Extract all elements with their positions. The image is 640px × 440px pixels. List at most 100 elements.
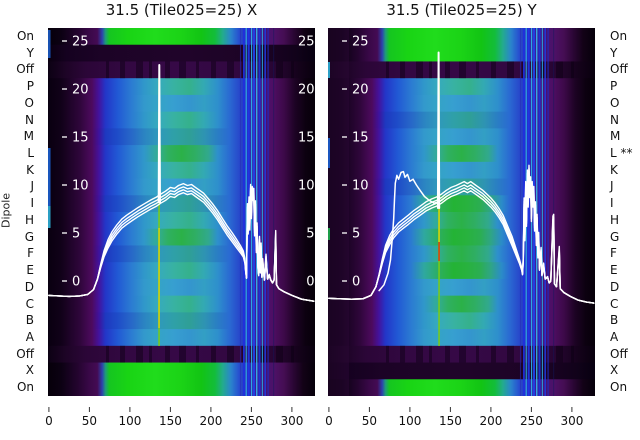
off-row-texture [211,345,216,363]
off-row-texture [539,61,544,79]
x-tick-label: 100 [398,414,421,428]
x-tick-label: 150 [439,414,462,428]
hot-channel-stripe [438,178,440,242]
heatmap-row [328,379,595,396]
heatmap-row [328,195,595,213]
dipole-label: Off [16,62,34,77]
inner-db-tick-label: 20 [72,83,89,98]
dipole-label: P [610,79,618,94]
dipole-label: N [610,112,619,127]
dipole-label: On [16,28,34,43]
heatmap-row [48,94,315,113]
heatmap-row [48,379,315,396]
heatmap-row [328,295,595,313]
heatmap-panel-x: 25 25 20 20 15 15 10 10 5 5 0 0 [48,28,315,396]
dipole-label: X [25,363,34,378]
x-tick-label: 300 [560,414,583,428]
off-row-texture [491,345,496,363]
off-row-texture [276,345,283,363]
edge-strip [48,148,51,206]
inner-db-tick-label-right: 0 [306,275,314,290]
inner-db-tick-label: 10 [72,179,89,194]
heatmap-row [328,161,595,180]
x-tick-label: 300 [280,414,303,428]
rfi-stripe [536,28,538,396]
dipole-label: K [610,162,618,177]
off-row-texture [507,345,514,363]
hot-channel-stripe [438,242,440,261]
spike-trace [436,51,441,209]
heatmap-panel-y: 25 20 15 10 5 0 [328,28,595,396]
inner-db-tick-label: 10 [352,179,369,194]
bandpass-trace [328,164,595,304]
heatmap-row [48,212,315,230]
dipole-label: E [610,263,618,278]
off-row-texture [459,61,466,79]
dipole-label: On [16,380,34,395]
panel-margin-tint [328,28,349,396]
dipole-label: H [610,212,620,227]
heatmap-row [48,111,315,129]
dipole-label: D [610,279,620,294]
rfi-stripe [245,28,247,396]
dipole-label: F [27,246,34,261]
rfi-stripe [544,28,546,396]
heatmap-row [328,362,595,380]
rfi-stripe [273,28,275,396]
edge-strip [328,138,330,168]
dipole-label: B [610,313,619,328]
x-tick-label: 50 [362,414,377,428]
dipole-label: J [610,179,614,194]
off-row-texture [120,345,125,363]
off-row-texture [556,61,563,79]
off-row-texture [539,345,544,363]
x-axis-right-panel: 0 50 100 150 200 250 300 [325,407,583,428]
dipole-label: M [610,129,621,144]
off-row-texture [386,345,389,363]
heatmap-row [328,245,595,263]
dipole-label: I [610,196,614,211]
off-row-texture [165,345,170,363]
heatmap-row [328,94,595,113]
off-row-texture [429,345,432,363]
dipole-label: Y [610,45,618,60]
off-row-texture [416,61,423,79]
rfi-stripe [527,28,530,396]
dipole-label: F [610,246,617,261]
heatmap-row [328,228,595,247]
x-tick-label: 250 [240,414,263,428]
dipole-label: C [610,296,619,311]
heatmap-row [48,329,315,347]
rfi-stripe [258,28,261,396]
dipole-label: Off [16,346,34,361]
off-row-texture [120,61,125,79]
rfi-stripe [553,28,555,396]
dipole-label: On [610,380,628,395]
inner-db-tick-label-right: 10 [298,179,315,194]
off-row-texture [400,61,405,79]
inner-db-tick-label: 0 [72,275,80,290]
dipole-label: G [24,229,34,244]
off-row-texture [196,61,199,79]
dipole-label: X [610,363,619,378]
dipole-label: D [24,279,34,294]
outlier-dipole-trace [378,170,448,292]
heatmap-row [328,145,595,163]
off-row-texture [179,345,186,363]
dipole-label: A [610,329,619,344]
heatmap-row [48,312,315,330]
inner-db-tick-label: 15 [72,131,89,146]
off-row-texture [259,345,264,363]
dipole-label: H [24,212,34,227]
rfi-stripe [261,28,264,396]
dipole-label: E [26,263,34,278]
inner-db-tick-label: 25 [352,35,369,50]
heatmap-row [48,145,315,163]
dipole-label: J [30,179,34,194]
off-row-texture [106,345,109,363]
rfi-stripe [256,28,258,396]
dipole-labels-left: On Y Off P O N M L K J I H G F E D C B A Off X On [0,0,34,440]
edge-strip [48,206,51,228]
edge-strip [48,30,51,58]
off-row-texture [211,61,216,79]
